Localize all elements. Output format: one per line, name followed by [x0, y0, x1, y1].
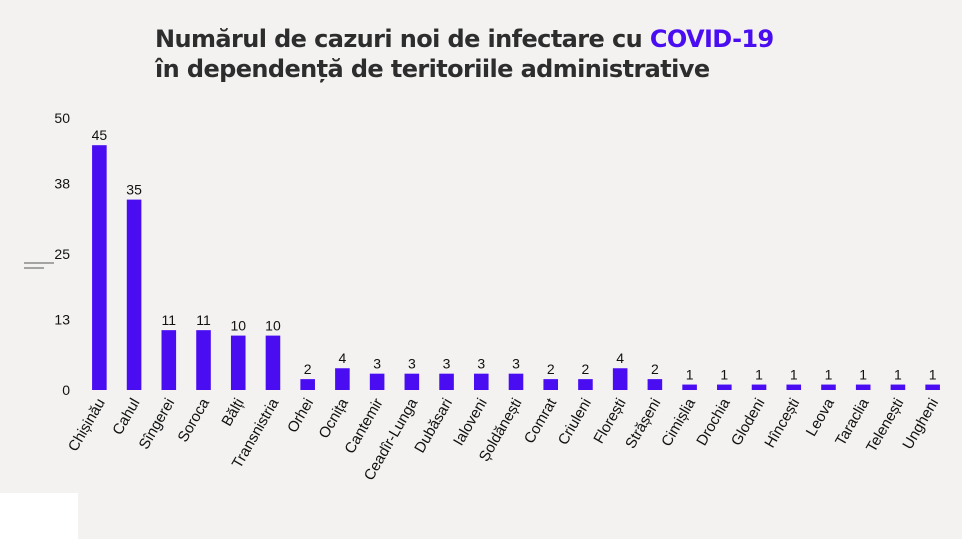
category-label: Soroca: [174, 395, 213, 445]
data-label: 3: [512, 356, 520, 372]
bar: [300, 379, 315, 390]
bar: [821, 384, 836, 390]
bar: [578, 379, 593, 390]
data-label: 1: [894, 367, 902, 383]
bar: [647, 379, 663, 390]
bar: [369, 373, 385, 390]
bar: [126, 199, 142, 390]
data-label: 3: [443, 356, 451, 372]
bar: [543, 379, 559, 390]
data-label: 2: [547, 361, 555, 377]
bar: [335, 368, 350, 390]
bar: [925, 384, 940, 390]
category-label: Ocnița: [315, 395, 352, 442]
y-tick-label: 38: [54, 175, 70, 191]
data-label: 1: [859, 367, 867, 383]
category-label: Leova: [803, 395, 838, 439]
category-label: Cahul: [109, 396, 143, 438]
data-label: 2: [651, 361, 659, 377]
data-label: 3: [477, 356, 485, 372]
data-label: 1: [720, 367, 728, 383]
chart-title-text: Numărul de cazuri noi de infectare cu: [155, 25, 650, 53]
bar: [717, 384, 732, 390]
category-label: Bălți: [218, 396, 247, 430]
bar: [473, 373, 489, 390]
chart-title-line1: Numărul de cazuri noi de infectare cu CO…: [155, 25, 774, 53]
data-label: 1: [686, 367, 694, 383]
chart-title-line2: în dependență de teritoriile administrat…: [155, 55, 710, 83]
bar: [196, 330, 211, 390]
bar: [855, 384, 871, 390]
data-label: 45: [92, 127, 108, 143]
data-label: 1: [929, 367, 937, 383]
data-label: 1: [825, 367, 833, 383]
bar: [751, 384, 767, 390]
data-label: 35: [126, 182, 142, 198]
bar: [265, 335, 281, 390]
corner-panel: [0, 493, 78, 539]
data-label: 3: [373, 356, 381, 372]
category-label: Chișinău: [65, 396, 109, 455]
y-tick-label: 0: [62, 382, 70, 398]
y-tick-label: 25: [54, 246, 70, 262]
data-label: 11: [196, 312, 211, 328]
data-label: 11: [162, 312, 177, 328]
data-label: 2: [582, 361, 590, 377]
y-axis: 0 13 25 38 50: [54, 110, 70, 398]
axis-marker: [24, 262, 54, 269]
category-label: Orhei: [284, 396, 317, 436]
data-label: 1: [790, 367, 798, 383]
bars: [92, 145, 940, 390]
data-label: 2: [304, 361, 312, 377]
data-label: 10: [230, 318, 246, 334]
chart-title-accent: COVID-19: [649, 25, 774, 53]
bar: [786, 384, 802, 390]
data-label: 3: [408, 356, 416, 372]
bar: [230, 335, 246, 390]
bar: [92, 145, 107, 390]
category-label: Criuleni: [555, 396, 595, 449]
y-tick-label: 50: [54, 110, 70, 126]
data-label: 4: [339, 350, 347, 366]
bar: [508, 373, 524, 390]
data-label: 10: [265, 318, 281, 334]
bar: [439, 373, 454, 390]
y-tick-label: 13: [54, 311, 70, 327]
chart-title: Numărul de cazuri noi de infectare cu CO…: [155, 24, 774, 84]
data-label: 1: [755, 367, 763, 383]
bar: [890, 384, 906, 390]
bar: [682, 384, 697, 390]
bar: [612, 368, 628, 390]
bar: [161, 330, 177, 390]
data-label: 4: [616, 350, 624, 366]
bar: [404, 373, 420, 390]
